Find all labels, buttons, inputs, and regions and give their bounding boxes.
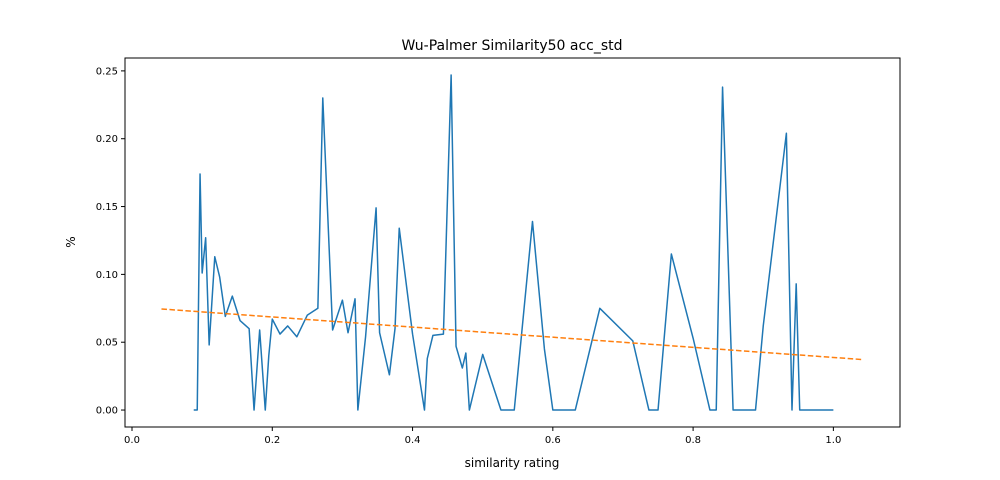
x-tick-label: 0.2 xyxy=(264,435,280,446)
x-tick-label: 0.6 xyxy=(545,435,561,446)
x-axis-label: similarity rating xyxy=(465,456,560,470)
x-tick-label: 1.0 xyxy=(825,435,841,446)
x-axis-ticks: 0.0 0.2 0.4 0.6 0.8 1.0 xyxy=(124,427,841,446)
axes-frame xyxy=(124,57,901,428)
y-axis-ticks: 0.00 0.05 0.10 0.15 0.20 0.25 xyxy=(96,66,125,417)
y-tick-label: 0.15 xyxy=(96,202,118,213)
y-tick-label: 0.00 xyxy=(96,406,118,417)
x-tick-label: 0.4 xyxy=(405,435,421,446)
y-axis-label: % xyxy=(64,236,78,247)
plot-area xyxy=(124,57,901,428)
series-layer xyxy=(161,74,863,411)
y-tick-label: 0.25 xyxy=(96,66,118,77)
x-tick-label: 0.0 xyxy=(124,435,140,446)
y-tick-label: 0.10 xyxy=(96,270,118,281)
series-line xyxy=(193,74,834,411)
x-tick-label: 0.8 xyxy=(685,435,701,446)
trend-line xyxy=(161,308,863,361)
y-tick-label: 0.05 xyxy=(96,338,118,349)
chart-title: Wu-Palmer Similarity50 acc_std xyxy=(401,38,622,54)
y-tick-label: 0.20 xyxy=(96,134,118,145)
